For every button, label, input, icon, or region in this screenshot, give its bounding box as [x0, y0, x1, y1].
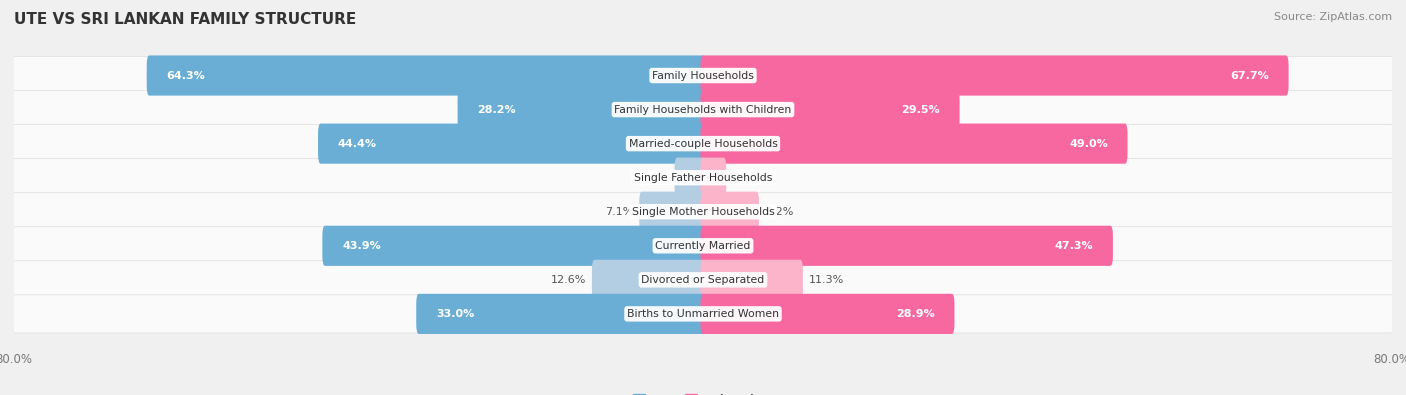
FancyBboxPatch shape — [700, 158, 727, 198]
Text: Currently Married: Currently Married — [655, 241, 751, 251]
Text: Married-couple Households: Married-couple Households — [628, 139, 778, 149]
Text: Divorced or Separated: Divorced or Separated — [641, 275, 765, 285]
FancyBboxPatch shape — [700, 192, 759, 232]
Text: 28.2%: 28.2% — [478, 105, 516, 115]
Text: 12.6%: 12.6% — [551, 275, 586, 285]
FancyBboxPatch shape — [675, 158, 706, 198]
FancyBboxPatch shape — [13, 159, 1393, 197]
FancyBboxPatch shape — [416, 294, 706, 334]
FancyBboxPatch shape — [13, 261, 1393, 299]
FancyBboxPatch shape — [13, 90, 1393, 129]
Text: Births to Unmarried Women: Births to Unmarried Women — [627, 309, 779, 319]
FancyBboxPatch shape — [457, 90, 706, 130]
FancyBboxPatch shape — [318, 124, 706, 164]
FancyBboxPatch shape — [146, 55, 706, 96]
Text: Family Households with Children: Family Households with Children — [614, 105, 792, 115]
Text: 3.0%: 3.0% — [640, 173, 669, 182]
FancyBboxPatch shape — [13, 124, 1393, 163]
FancyBboxPatch shape — [700, 226, 1114, 266]
Text: UTE VS SRI LANKAN FAMILY STRUCTURE: UTE VS SRI LANKAN FAMILY STRUCTURE — [14, 12, 356, 27]
Text: Source: ZipAtlas.com: Source: ZipAtlas.com — [1274, 12, 1392, 22]
Text: Single Mother Households: Single Mother Households — [631, 207, 775, 217]
Text: 64.3%: 64.3% — [166, 71, 205, 81]
Text: 47.3%: 47.3% — [1054, 241, 1092, 251]
FancyBboxPatch shape — [592, 260, 706, 300]
Text: 11.3%: 11.3% — [808, 275, 844, 285]
Text: 29.5%: 29.5% — [901, 105, 939, 115]
FancyBboxPatch shape — [700, 294, 955, 334]
FancyBboxPatch shape — [322, 226, 706, 266]
FancyBboxPatch shape — [700, 55, 1289, 96]
FancyBboxPatch shape — [13, 193, 1393, 231]
Text: 33.0%: 33.0% — [436, 309, 474, 319]
Text: 28.9%: 28.9% — [896, 309, 935, 319]
FancyBboxPatch shape — [700, 124, 1128, 164]
FancyBboxPatch shape — [640, 192, 706, 232]
Text: 6.2%: 6.2% — [765, 207, 793, 217]
FancyBboxPatch shape — [700, 90, 960, 130]
Text: Single Father Households: Single Father Households — [634, 173, 772, 182]
FancyBboxPatch shape — [13, 56, 1393, 94]
Text: Family Households: Family Households — [652, 71, 754, 81]
FancyBboxPatch shape — [13, 227, 1393, 265]
FancyBboxPatch shape — [13, 295, 1393, 333]
FancyBboxPatch shape — [700, 260, 803, 300]
Text: 2.4%: 2.4% — [733, 173, 761, 182]
Text: 7.1%: 7.1% — [605, 207, 633, 217]
Text: 67.7%: 67.7% — [1230, 71, 1268, 81]
Text: 44.4%: 44.4% — [337, 139, 377, 149]
Legend: Ute, Sri Lankan: Ute, Sri Lankan — [633, 393, 773, 395]
Text: 43.9%: 43.9% — [342, 241, 381, 251]
Text: 49.0%: 49.0% — [1069, 139, 1108, 149]
